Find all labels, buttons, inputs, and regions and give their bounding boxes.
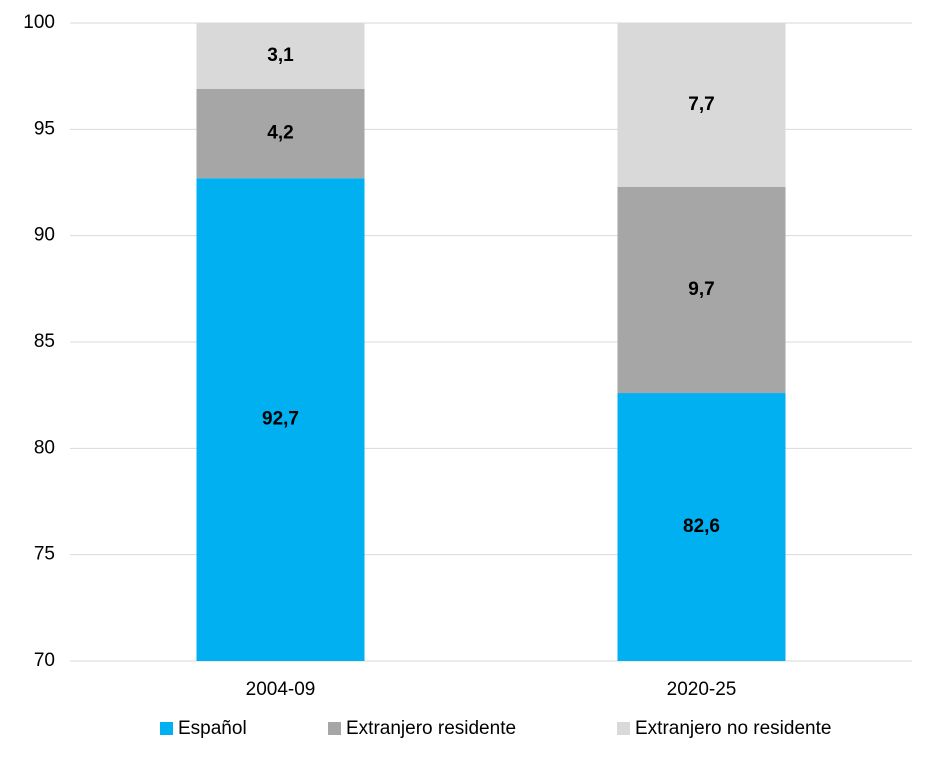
y-tick-label: 75 — [34, 544, 55, 565]
y-tick-label: 80 — [34, 437, 55, 458]
y-tick-label: 85 — [34, 331, 55, 352]
legend-swatch — [328, 722, 341, 735]
y-tick-label: 90 — [34, 225, 55, 246]
bar-segment — [196, 23, 365, 89]
x-tick-label: 2020-25 — [667, 679, 737, 700]
data-label: 9,7 — [688, 279, 714, 300]
legend-label: Extranjero residente — [346, 718, 516, 739]
bar-segment — [196, 88, 365, 179]
legend-swatch — [160, 722, 173, 735]
data-label: 92,7 — [262, 409, 299, 430]
data-label: 7,7 — [688, 94, 714, 115]
bar-segment — [617, 23, 786, 187]
legend-swatch — [617, 722, 630, 735]
x-tick-label: 2004-09 — [246, 679, 316, 700]
bar-segment — [617, 393, 786, 661]
bar-segment — [196, 178, 365, 661]
bar-segment — [617, 186, 786, 394]
y-tick-label: 95 — [34, 118, 55, 139]
data-label: 3,1 — [267, 45, 294, 66]
data-label: 82,6 — [683, 516, 720, 537]
y-tick-label: 70 — [34, 650, 55, 671]
legend-label: Extranjero no residente — [635, 718, 831, 739]
y-tick-label: 100 — [23, 12, 55, 33]
data-label: 4,2 — [267, 123, 293, 144]
legend-label: Español — [178, 718, 247, 739]
